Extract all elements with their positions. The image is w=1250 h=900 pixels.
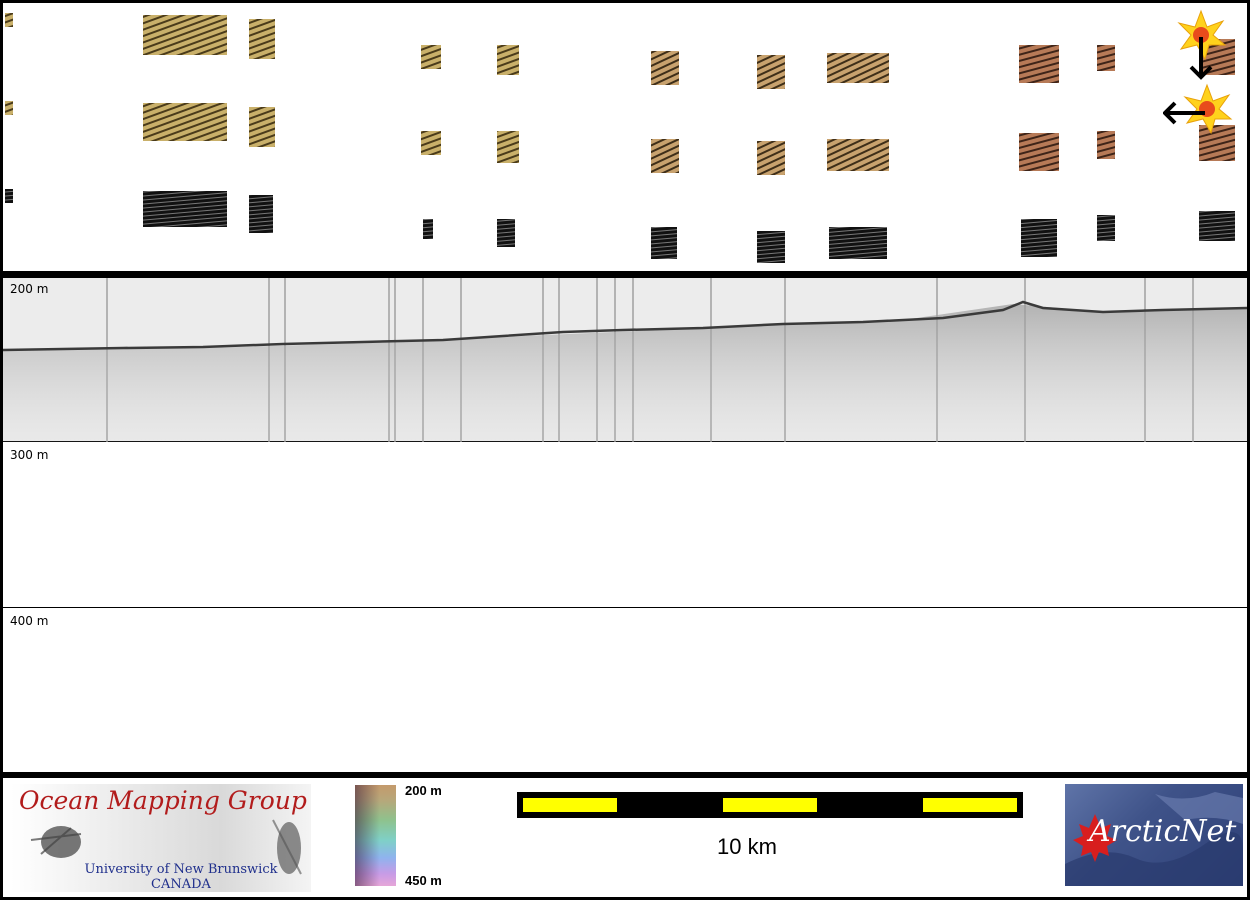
depth-label-400: 400 m <box>10 614 49 628</box>
seafloor-profile <box>3 278 1247 442</box>
arrow-down-icon <box>1189 37 1213 80</box>
depth-label-300: 300 m <box>10 448 49 462</box>
sun-illumination-north-icon <box>1177 9 1227 61</box>
scale-bar-segment <box>523 798 617 812</box>
swath-row-2 <box>5 101 1235 175</box>
scale-bar-label: 10 km <box>717 834 777 859</box>
swath-imagery-panel <box>3 3 1247 271</box>
swath-row-3 <box>5 189 1235 263</box>
logo-subtitle-university: University of New Brunswick <box>84 862 278 877</box>
arcticnet-map-background <box>1065 792 1243 886</box>
arcticnet-logo: ArcticNet <box>1065 784 1243 886</box>
scale-bar-segment <box>723 798 817 812</box>
swath-row-1 <box>5 13 1235 89</box>
colorbar-bottom-label: 450 m <box>405 873 442 888</box>
swath-patches <box>5 13 1235 263</box>
arrow-left-icon <box>1163 101 1205 125</box>
maple-leaf-icon <box>1073 814 1117 862</box>
illumination-icons <box>1163 9 1233 135</box>
logo-fish-silhouettes <box>30 819 302 875</box>
ocean-mapping-group-logo: Ocean Mapping Group University of New Br… <box>11 784 311 892</box>
depth-profile-panel: 200 m 300 m 400 m <box>3 278 1247 772</box>
logo-subtitle-country: CANADA <box>151 877 211 892</box>
legend-panel: Ocean Mapping Group University of New Br… <box>3 778 1247 897</box>
sun-illumination-west-icon <box>1183 83 1233 135</box>
depth-colorbar <box>355 785 396 886</box>
colorbar-top-label: 200 m <box>405 783 442 798</box>
logo-title: Ocean Mapping Group <box>19 786 307 815</box>
arcticnet-logo-text: ArcticNet <box>1089 814 1237 849</box>
scale-bar-segment <box>923 798 1017 812</box>
depth-gridline-400 <box>3 607 1247 608</box>
depth-label-200: 200 m <box>10 282 49 296</box>
scale-bar <box>517 792 1023 818</box>
